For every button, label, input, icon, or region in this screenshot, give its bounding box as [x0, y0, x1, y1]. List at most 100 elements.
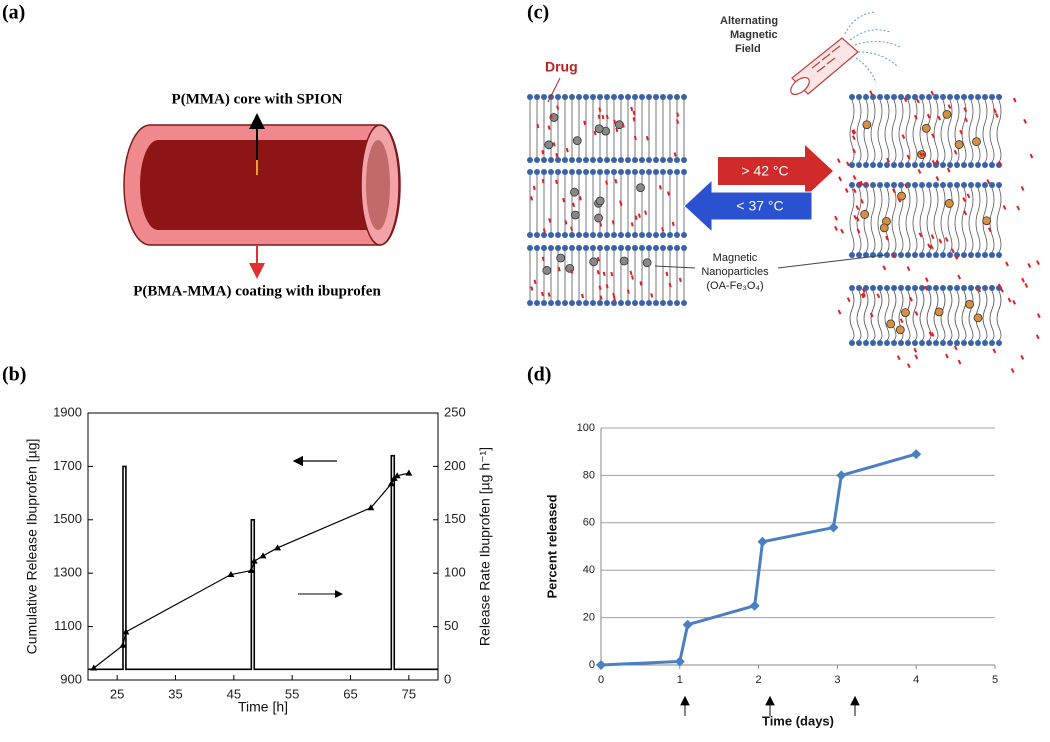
drug [1036, 260, 1040, 266]
y-tick-label: 900 [60, 671, 82, 686]
drug [864, 181, 869, 187]
drug [931, 133, 936, 139]
drug [547, 292, 551, 297]
drug [885, 235, 889, 241]
drug-pointer [547, 77, 561, 103]
x-tick-label: 4 [913, 674, 919, 686]
lipid-tail [863, 187, 869, 253]
lipid-head [975, 252, 981, 258]
lipid-head [982, 252, 988, 258]
lipid-head [611, 169, 617, 175]
lipid-head [912, 182, 918, 188]
lipid-head [562, 157, 568, 163]
drug [929, 244, 934, 250]
lipid-head [618, 300, 624, 306]
drug [658, 185, 662, 190]
lipid-head [576, 169, 582, 175]
lipid-head [954, 182, 960, 188]
drug [572, 202, 576, 208]
lipid-head [933, 285, 939, 291]
drug [599, 295, 603, 300]
lipid-tail [989, 99, 995, 163]
lipid-head [898, 94, 904, 100]
drug [938, 238, 943, 244]
lipid-head [590, 157, 596, 163]
core-label: P(MMA) core with SPION [172, 91, 343, 107]
drug [661, 227, 665, 232]
lipid-head [646, 245, 652, 251]
lipid-head [674, 232, 680, 238]
y2-tick-label: 250 [444, 404, 466, 419]
lipid-head [597, 94, 603, 100]
lipid-head [856, 340, 862, 346]
lipid-tail [905, 187, 911, 253]
lipid-head [583, 94, 589, 100]
lipid-head [667, 300, 673, 306]
lipid-head [667, 245, 673, 251]
lipid-head [667, 169, 673, 175]
lipid-head [674, 300, 680, 306]
drug [668, 282, 672, 288]
drug [962, 197, 967, 203]
lipid-head [534, 300, 540, 306]
drug [876, 293, 881, 299]
drug [869, 90, 873, 96]
lipid-head [856, 252, 862, 258]
lipid-head [562, 169, 568, 175]
drug [632, 110, 636, 116]
lipid-head [891, 94, 897, 100]
lipid-head [555, 94, 561, 100]
lipid-tail [912, 99, 918, 163]
drug [950, 248, 955, 254]
drug [639, 281, 643, 286]
drug [555, 153, 559, 158]
lipid-head [947, 162, 953, 168]
drug [570, 226, 574, 232]
drug [993, 108, 997, 114]
field-lines [844, 11, 901, 84]
lipid-head [898, 340, 904, 346]
nanoparticle [619, 256, 629, 266]
lipid-head [576, 232, 582, 238]
lipid-tail [961, 187, 967, 253]
drug [986, 179, 991, 185]
nanoparticle [973, 313, 983, 323]
drug [852, 129, 857, 135]
lipid-tail [912, 290, 918, 341]
data-point [274, 544, 282, 551]
particle-pointer [654, 265, 696, 269]
drug [860, 198, 864, 204]
drug [954, 254, 959, 260]
drug [963, 210, 968, 216]
lipid-tail [891, 187, 897, 253]
lipid-tail [940, 290, 946, 341]
lipid-head [576, 245, 582, 251]
lipid-head [968, 94, 974, 100]
lipid-head [667, 157, 673, 163]
lipid-head [884, 340, 890, 346]
drug [953, 149, 958, 155]
lipid-head [618, 232, 624, 238]
drug [549, 114, 553, 119]
lipid-head [849, 285, 855, 291]
lipid-tail [919, 290, 925, 341]
lipid-head [947, 340, 953, 346]
nanoparticle [954, 140, 964, 149]
lipid-head [660, 169, 666, 175]
lipid-head [555, 169, 561, 175]
nanoparticle [594, 213, 603, 223]
lipid-head [583, 245, 589, 251]
panel-label: (a) [2, 2, 25, 24]
y-tick-label: 100 [577, 422, 595, 434]
lipid-head [905, 252, 911, 258]
lipid-tail [870, 99, 876, 163]
drug [570, 269, 574, 274]
nanoparticle [595, 196, 605, 206]
drug [556, 105, 560, 110]
drug [645, 136, 649, 141]
lipid-head [940, 340, 946, 346]
drug [1007, 297, 1012, 303]
drug [610, 271, 614, 277]
drug [892, 188, 896, 194]
lipid-head [674, 94, 680, 100]
